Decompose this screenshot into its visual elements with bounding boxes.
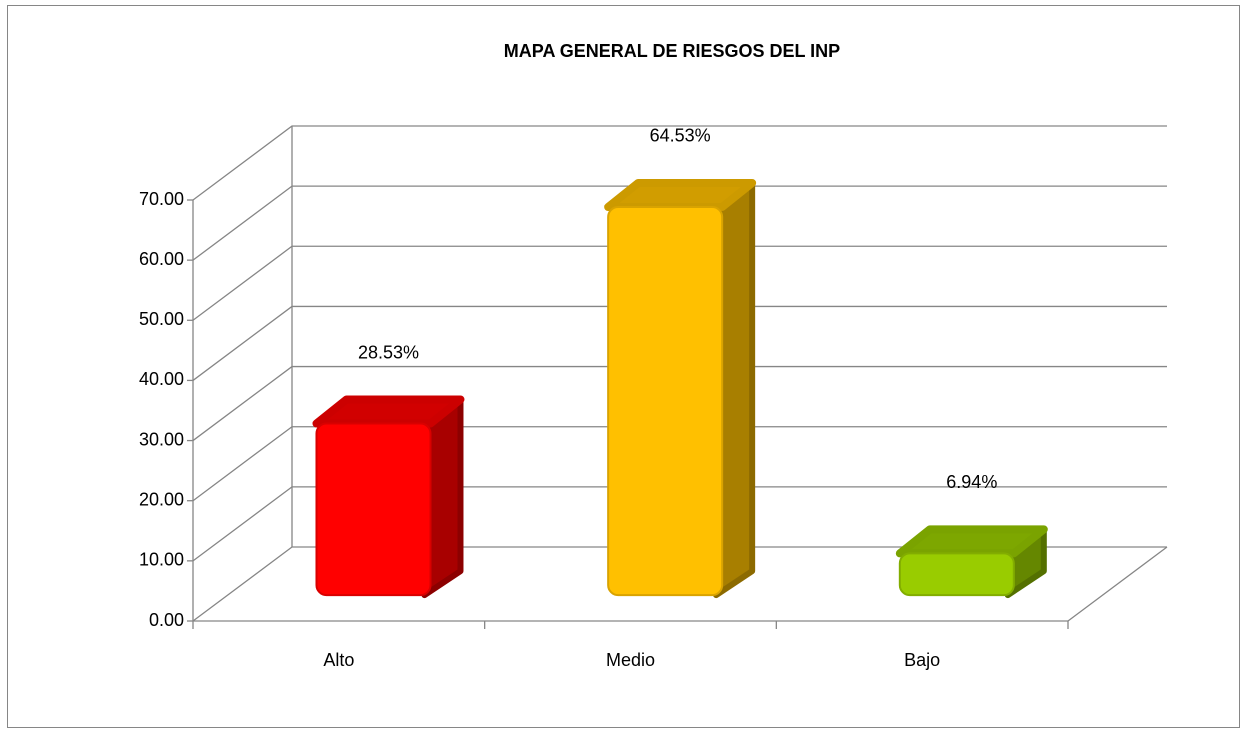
grid-line <box>192 185 1167 261</box>
grid-line <box>192 426 1167 502</box>
grid-line <box>192 125 1167 201</box>
y-tick-label: 40.00 <box>139 369 184 389</box>
grid-line <box>192 546 1167 622</box>
chart-title: MAPA GENERAL DE RIESGOS DEL INP <box>504 41 840 61</box>
y-tick-label: 10.00 <box>139 550 184 570</box>
y-tick-label: 70.00 <box>139 189 184 209</box>
y-tick-label: 50.00 <box>139 309 184 329</box>
floor-right <box>1067 546 1168 622</box>
value-label: 6.94% <box>946 472 997 492</box>
value-label: 28.53% <box>358 342 419 362</box>
bar-top <box>604 178 757 211</box>
value-label: 64.53% <box>650 126 711 146</box>
x-tick-label: Alto <box>323 650 354 670</box>
y-tick-label: 0.00 <box>149 610 184 630</box>
x-tick-label: Bajo <box>904 650 940 670</box>
bar-top <box>895 525 1048 558</box>
grid-line <box>192 305 1167 381</box>
bar-top <box>312 395 465 428</box>
x-tick-label: Medio <box>606 650 655 670</box>
y-tick-label: 20.00 <box>139 489 184 509</box>
bar <box>315 422 432 597</box>
y-tick-label: 60.00 <box>139 249 184 269</box>
grid-line <box>192 365 1167 442</box>
bar <box>607 205 724 597</box>
grid-line <box>192 486 1167 562</box>
grid-line <box>192 245 1167 321</box>
bar <box>898 552 1015 597</box>
y-tick-label: 30.00 <box>139 429 184 449</box>
